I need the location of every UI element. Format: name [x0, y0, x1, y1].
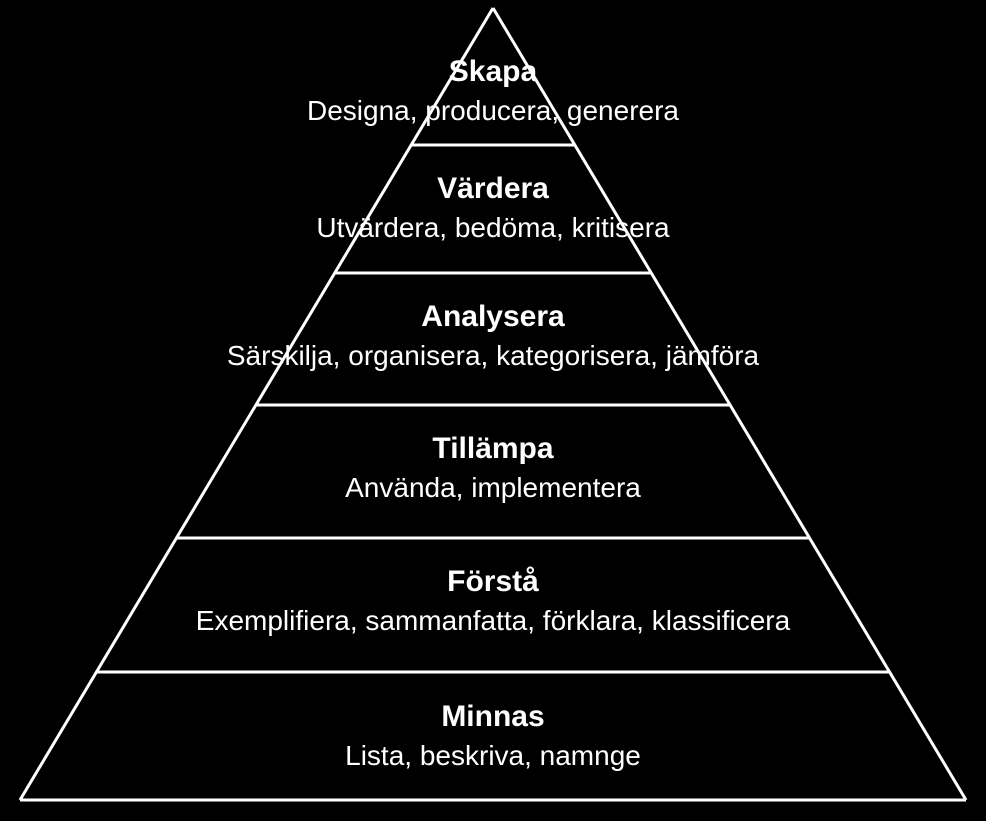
pyramid-level: Minnas Lista, beskriva, namnge [0, 700, 986, 772]
level-subtitle: Designa, producera, generera [0, 95, 986, 127]
pyramid-level: Förstå Exemplifiera, sammanfatta, förklar… [0, 565, 986, 637]
level-title: Analysera [0, 300, 986, 334]
level-subtitle: Lista, beskriva, namnge [0, 740, 986, 772]
pyramid-level: Skapa Designa, producera, generera [0, 55, 986, 127]
pyramid-level: Analysera Särskilja, organisera, kategori… [0, 300, 986, 372]
level-subtitle: Exemplifiera, sammanfatta, förklara, kla… [0, 605, 986, 637]
pyramid-level: Tillämpa Använda, implementera [0, 432, 986, 504]
level-title: Skapa [0, 55, 986, 89]
level-title: Minnas [0, 700, 986, 734]
level-title: Värdera [0, 172, 986, 206]
level-subtitle: Använda, implementera [0, 472, 986, 504]
pyramid-level: Värdera Utvärdera, bedöma, kritisera [0, 172, 986, 244]
level-subtitle: Utvärdera, bedöma, kritisera [0, 212, 986, 244]
level-title: Tillämpa [0, 432, 986, 466]
level-subtitle: Särskilja, organisera, kategorisera, jäm… [0, 340, 986, 372]
level-title: Förstå [0, 565, 986, 599]
